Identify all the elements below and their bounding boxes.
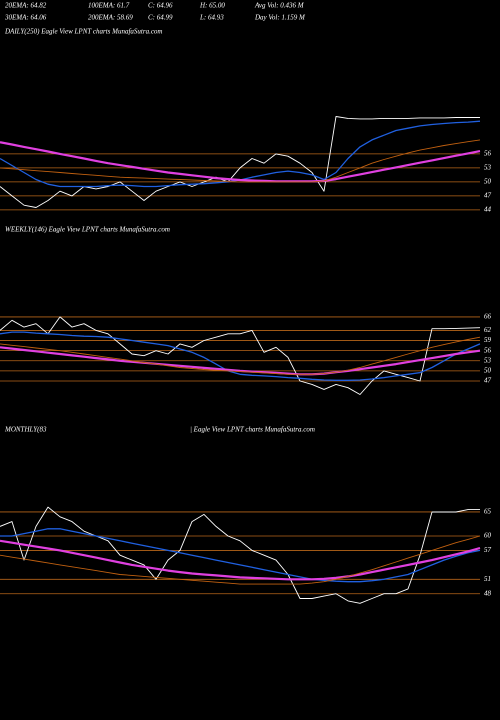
- y-tick-label: 48: [484, 589, 492, 597]
- y-tick-label: 51: [484, 575, 491, 583]
- header-stat: 20EMA: 64.82: [5, 2, 47, 10]
- panel-title: WEEKLY(146) Eagle View LPNT charts Munaf…: [5, 226, 170, 234]
- y-tick-label: 53: [484, 356, 492, 364]
- y-tick-label: 65: [484, 508, 492, 516]
- price-line: [0, 331, 481, 381]
- y-tick-label: 62: [484, 326, 492, 334]
- y-tick-label: 66: [484, 313, 492, 321]
- y-tick-label: 57: [484, 546, 492, 554]
- price-line: [0, 139, 481, 183]
- y-tick-label: 56: [484, 149, 492, 157]
- panel-title: DAILY(250) Eagle View LPNT charts Munafa…: [4, 28, 163, 36]
- header-stat: H: 65.00: [199, 2, 225, 10]
- price-line: [0, 535, 481, 585]
- y-tick-label: 53: [484, 163, 492, 171]
- price-line: [0, 116, 480, 208]
- y-tick-label: 56: [484, 346, 492, 354]
- price-line: [0, 336, 481, 375]
- y-tick-label: 50: [484, 366, 492, 374]
- header-stat: Day Vol: 1.159 M: [254, 14, 306, 22]
- header-stat: 100EMA: 61.7: [88, 2, 130, 10]
- header-stat: 200EMA: 58.69: [88, 14, 133, 22]
- y-tick-label: 60: [484, 532, 492, 540]
- header-stat: 30EMA: 64.06: [4, 14, 47, 22]
- y-tick-label: 47: [484, 377, 492, 385]
- header-stat: C: 64.96: [148, 2, 173, 10]
- panel-title: MONTHLY(83: [4, 426, 47, 434]
- y-tick-label: 59: [484, 336, 492, 344]
- y-tick-label: 47: [484, 191, 492, 199]
- price-line: [0, 528, 481, 583]
- header-stat: L: 64.93: [199, 14, 224, 22]
- panel-subtitle: | Eagle View LPNT charts MunafaSutra.com: [190, 426, 315, 434]
- price-line: [0, 539, 481, 581]
- y-tick-label: 50: [484, 177, 492, 185]
- header-stat: Avg Vol: 0.436 M: [254, 2, 305, 10]
- header-stat: C: 64.99: [148, 14, 173, 22]
- price-line: [0, 346, 481, 376]
- price-line: [0, 141, 481, 183]
- price-line: [0, 506, 480, 604]
- y-tick-label: 44: [484, 205, 492, 213]
